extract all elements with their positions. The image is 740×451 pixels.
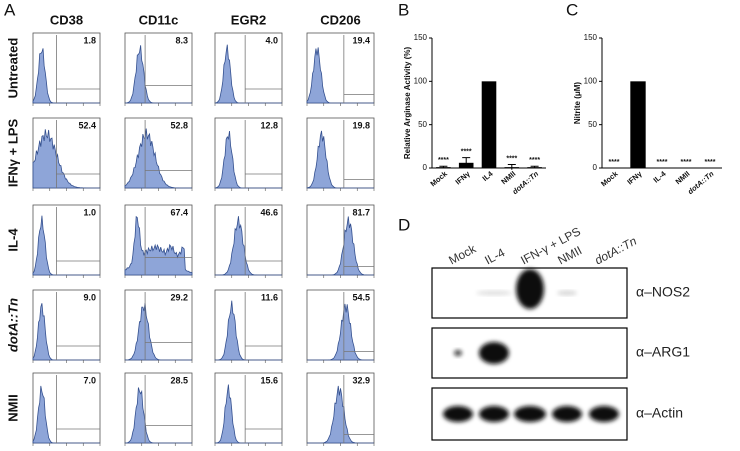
significance: **** — [681, 159, 692, 166]
error-bar — [507, 164, 516, 170]
gate-percent: 81.7 — [352, 207, 370, 217]
x-tick-label: NMII — [499, 169, 517, 186]
histogram — [214, 216, 282, 276]
x-tick-label: IL-4 — [652, 169, 669, 185]
x-tick-label: IFNγ — [454, 169, 473, 187]
gate-percent: 12.8 — [260, 120, 278, 130]
histogram — [307, 303, 374, 361]
panel-label: B — [398, 0, 409, 19]
lane-label: IL-4 — [482, 245, 507, 267]
gate-percent: 52.8 — [170, 120, 188, 130]
x-tick-label: dotA::Tn — [510, 169, 540, 196]
error-bar — [439, 165, 448, 168]
column-header: CD38 — [50, 12, 83, 27]
gate-percent: 54.5 — [352, 292, 370, 302]
x-tick-label: dotA::Tn — [686, 169, 716, 196]
y-tick-label: 150 — [584, 33, 598, 42]
significance: **** — [461, 148, 472, 155]
histogram — [307, 385, 374, 444]
gate-percent: 8.3 — [175, 35, 188, 45]
band — [479, 406, 509, 422]
x-tick-label: IFNγ — [625, 169, 644, 187]
y-tick-label: 0 — [593, 163, 598, 172]
row-header: IL-4 — [5, 228, 20, 252]
row-header: Untreated — [5, 38, 20, 99]
significance: **** — [657, 159, 668, 166]
significance: **** — [438, 157, 449, 164]
bar — [481, 81, 497, 168]
y-tick-label: 100 — [584, 76, 598, 85]
row-header: NMII — [5, 394, 20, 421]
error-bar — [462, 157, 471, 168]
column-header: CD206 — [320, 12, 360, 27]
y-axis-label: Nitrite (μM) — [573, 82, 582, 125]
x-tick-label: NMII — [674, 169, 692, 186]
gate-percent: 67.4 — [170, 207, 188, 217]
significance: **** — [609, 159, 620, 166]
band — [552, 406, 582, 422]
band — [514, 406, 546, 422]
x-tick-label: Mock — [599, 169, 620, 189]
y-axis-label: Relative Arginase Activity (%) — [403, 47, 412, 160]
band — [476, 291, 512, 295]
gate-percent: 19.8 — [352, 120, 370, 130]
column-header: EGR2 — [231, 12, 266, 27]
significance: **** — [705, 159, 716, 166]
gate-percent: 1.0 — [83, 207, 96, 217]
band — [516, 269, 544, 309]
gate-percent: 15.6 — [260, 375, 278, 385]
histogram — [32, 129, 100, 189]
x-tick-label: Mock — [428, 169, 449, 189]
y-tick-label: 0 — [423, 163, 428, 172]
gate-percent: 29.2 — [170, 292, 188, 302]
gate-percent: 4.0 — [265, 35, 278, 45]
blot-label: α–ARG1 — [636, 344, 690, 360]
significance: **** — [529, 157, 540, 164]
y-tick-label: 150 — [414, 33, 428, 42]
histogram — [124, 128, 192, 189]
band — [479, 342, 509, 364]
column-header: CD11c — [139, 12, 179, 27]
gate-percent: 11.6 — [261, 292, 278, 302]
gate-percent: 7.0 — [83, 375, 96, 385]
significance: **** — [506, 155, 517, 162]
gate-percent: 1.8 — [83, 35, 96, 45]
histogram — [306, 130, 374, 189]
bar — [630, 81, 646, 168]
error-bar — [530, 165, 539, 168]
x-tick-label: IL4 — [480, 169, 495, 183]
y-tick-label: 50 — [418, 120, 427, 129]
lane-label: Mock — [446, 241, 479, 267]
blot-label: α–NOS2 — [636, 284, 690, 300]
panel-label: A — [4, 0, 16, 19]
blot-frame — [431, 327, 628, 379]
gate-percent: 28.5 — [170, 375, 188, 385]
band — [557, 291, 577, 295]
histogram — [214, 300, 282, 361]
gate-percent: 9.0 — [83, 292, 96, 302]
histogram — [124, 215, 193, 276]
panel-label: D — [398, 215, 410, 234]
gate-percent: 52.4 — [78, 120, 96, 130]
gate-percent: 46.6 — [260, 207, 278, 217]
histogram — [124, 302, 192, 361]
y-tick-label: 100 — [414, 76, 428, 85]
lane-label: dotA::Tn — [592, 234, 639, 268]
y-tick-label: 50 — [588, 120, 597, 129]
band — [443, 406, 473, 422]
row-header: IFNγ + LPS — [5, 119, 20, 188]
row-header: dotA::Tn — [5, 298, 20, 352]
band — [589, 406, 619, 422]
gate-percent: 32.9 — [352, 375, 370, 385]
band — [454, 350, 462, 356]
blot-label: α–Actin — [636, 405, 683, 421]
histogram — [307, 216, 374, 276]
panel-label: C — [566, 0, 578, 19]
gate-percent: 19.4 — [352, 35, 370, 45]
